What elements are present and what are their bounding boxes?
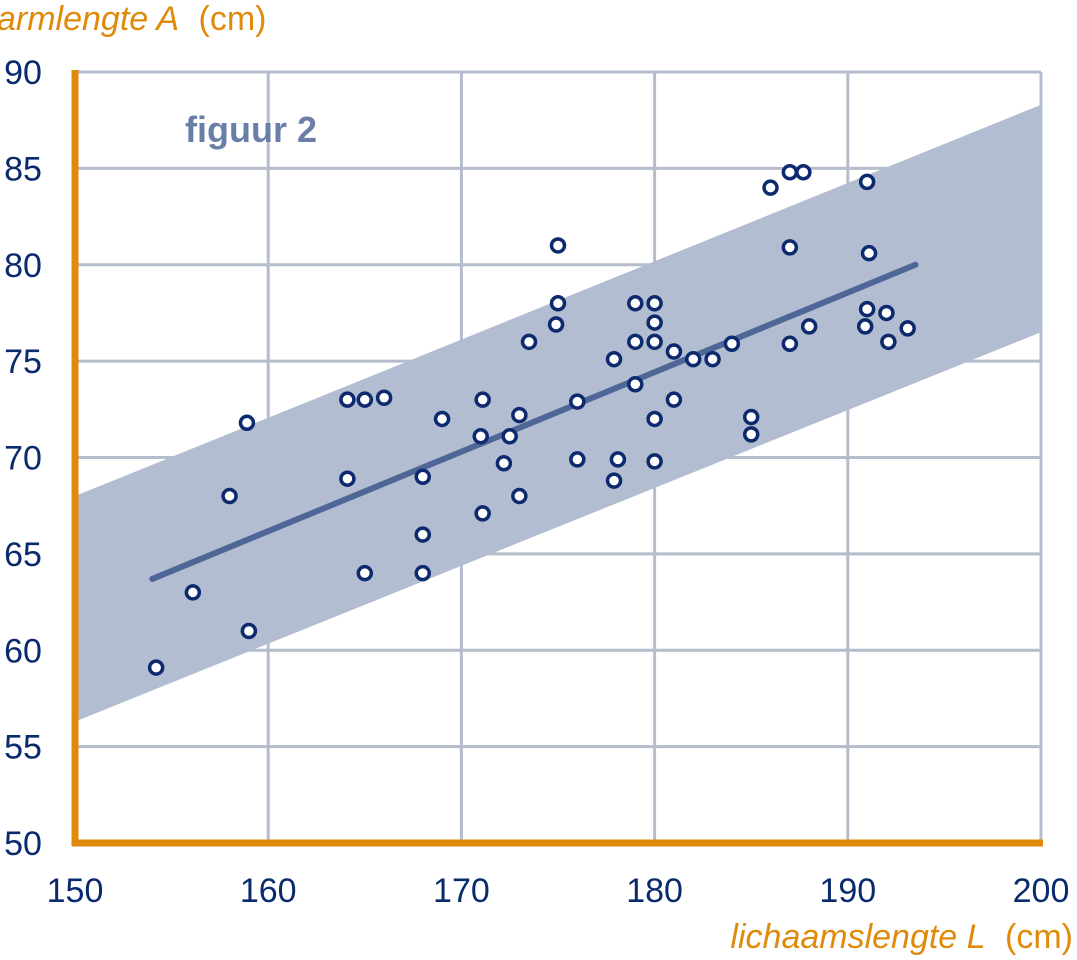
data-point-57 xyxy=(880,333,897,351)
data-point-48 xyxy=(795,163,812,181)
data-point-12 xyxy=(414,526,432,543)
data-point-28 xyxy=(605,350,623,368)
data-point-22 xyxy=(520,333,538,351)
x-tick-label-170: 170 xyxy=(433,872,490,910)
y-tick-label-65: 65 xyxy=(4,536,42,574)
data-point-7 xyxy=(339,470,356,487)
data-point-43 xyxy=(723,335,741,353)
data-point-5 xyxy=(240,622,258,640)
data-point-38 xyxy=(646,453,663,470)
data-point-53 xyxy=(860,244,878,262)
data-point-31 xyxy=(627,295,644,312)
x-axis-variable: lichaamslengte L xyxy=(730,918,985,956)
data-point-51 xyxy=(800,318,818,335)
data-point-15 xyxy=(472,428,489,445)
data-point-32 xyxy=(627,333,644,351)
figure-title: figuur 2 xyxy=(185,109,317,150)
x-tick-label-180: 180 xyxy=(626,872,683,910)
data-point-24 xyxy=(549,295,567,312)
data-point-20 xyxy=(511,406,528,424)
x-tick-label-200: 200 xyxy=(1013,872,1070,910)
x-axis-unit: (cm) xyxy=(1005,918,1073,956)
data-point-33 xyxy=(627,376,644,393)
y-axis-unit: (cm) xyxy=(199,0,267,38)
data-point-40 xyxy=(665,391,683,408)
data-point-55 xyxy=(856,318,874,335)
data-point-6 xyxy=(339,391,356,408)
x-tick-label-190: 190 xyxy=(819,872,876,910)
data-points xyxy=(147,163,916,676)
data-point-8 xyxy=(356,564,374,582)
data-point-45 xyxy=(742,426,760,443)
data-point-49 xyxy=(781,239,799,256)
data-point-44 xyxy=(742,408,760,426)
y-tick-label-75: 75 xyxy=(4,343,42,381)
data-point-42 xyxy=(704,350,721,368)
data-point-50 xyxy=(781,335,799,353)
data-point-34 xyxy=(646,295,663,312)
data-point-25 xyxy=(547,316,565,333)
data-point-46 xyxy=(762,179,779,196)
data-point-52 xyxy=(858,173,876,191)
data-point-41 xyxy=(684,350,702,368)
data-point-35 xyxy=(646,314,663,331)
data-point-9 xyxy=(356,391,374,408)
data-point-54 xyxy=(858,300,876,318)
y-tick-label-80: 80 xyxy=(4,247,42,285)
y-tick-label-90: 90 xyxy=(4,54,42,92)
data-point-1 xyxy=(147,659,165,676)
y-tick-label-70: 70 xyxy=(4,440,42,478)
data-point-23 xyxy=(549,237,567,254)
data-point-47 xyxy=(781,163,799,181)
x-tick-label-160: 160 xyxy=(240,872,297,910)
trend-line-group xyxy=(149,261,919,582)
data-point-4 xyxy=(238,414,256,432)
y-axis-variable: armlengte A xyxy=(0,0,179,38)
y-axis-title: armlengte A (cm) xyxy=(0,0,266,38)
data-point-37 xyxy=(646,410,663,428)
data-point-26 xyxy=(569,393,586,410)
data-point-2 xyxy=(184,584,202,601)
data-point-13 xyxy=(414,564,432,582)
data-point-14 xyxy=(433,410,451,428)
data-point-27 xyxy=(569,451,586,468)
x-tick-label-150: 150 xyxy=(47,872,104,910)
x-axis-title: lichaamslengte L (cm) xyxy=(730,918,1073,956)
data-point-29 xyxy=(605,472,623,489)
tick-labels: 150 160 170 180 190 200 50 55 60 65 70 75 80 85 90 xyxy=(4,54,1069,910)
y-tick-label-85: 85 xyxy=(4,150,42,188)
data-point-11 xyxy=(414,468,432,486)
data-point-36 xyxy=(646,333,663,351)
trend-line xyxy=(149,261,919,582)
data-point-3 xyxy=(221,487,238,505)
data-point-18 xyxy=(495,455,513,472)
data-point-10 xyxy=(375,389,393,406)
data-point-19 xyxy=(501,428,518,445)
data-point-30 xyxy=(609,451,627,468)
data-point-56 xyxy=(878,304,895,322)
y-tick-label-55: 55 xyxy=(4,729,42,767)
data-point-21 xyxy=(511,487,528,505)
y-tick-label-60: 60 xyxy=(4,632,42,670)
data-point-39 xyxy=(665,343,683,360)
data-point-16 xyxy=(474,391,491,408)
data-point-58 xyxy=(899,320,916,337)
y-tick-label-50: 50 xyxy=(4,825,42,863)
data-point-17 xyxy=(474,505,491,522)
axes xyxy=(71,70,1043,847)
